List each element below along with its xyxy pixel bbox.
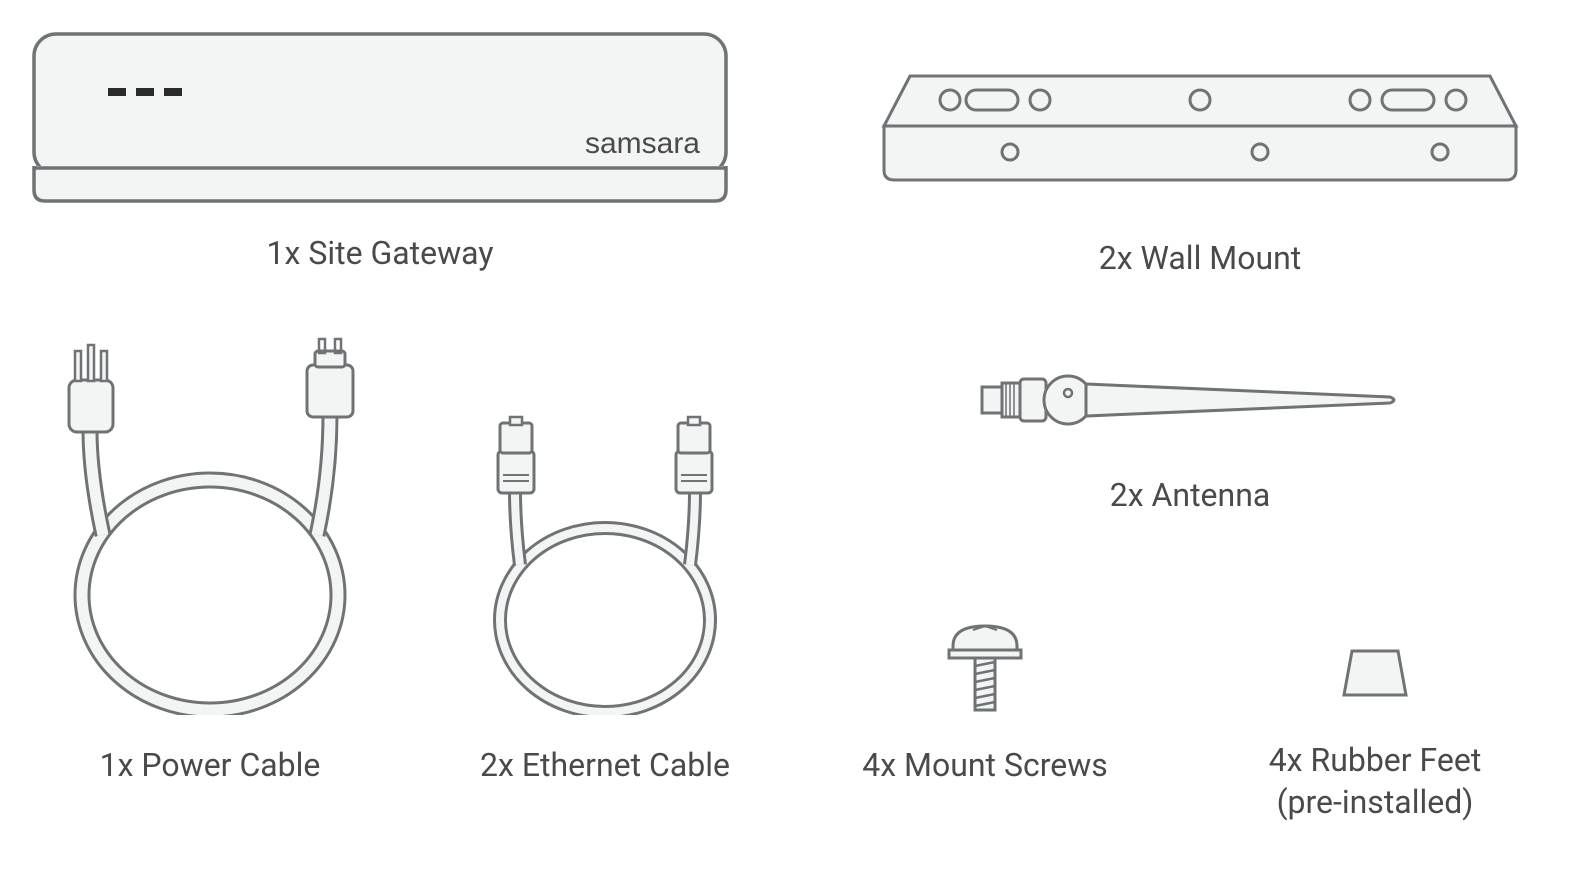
gateway-brand-text: samsara — [585, 127, 700, 160]
rubber-foot-icon — [1340, 645, 1410, 700]
item-power-cable: 1x Power Cable — [25, 335, 395, 787]
wall-mount-label: 2x Wall Mount — [1099, 238, 1302, 280]
rubber-feet-label: 4x Rubber Feet (pre-installed) — [1269, 740, 1482, 823]
item-ethernet-cable: 2x Ethernet Cable — [445, 415, 765, 787]
ethernet-cable-icon — [470, 415, 740, 715]
item-wall-mount: 2x Wall Mount — [860, 70, 1540, 280]
gateway-icon: samsara — [30, 30, 730, 205]
wall-mount-icon — [880, 70, 1520, 210]
screw-icon — [945, 620, 1025, 715]
screws-label: 4x Mount Screws — [862, 745, 1108, 787]
gateway-label: 1x Site Gateway — [267, 233, 494, 275]
ethernet-cable-label: 2x Ethernet Cable — [480, 745, 730, 787]
item-antenna: 2x Antenna — [950, 355, 1430, 517]
antenna-icon — [980, 355, 1400, 445]
item-site-gateway: samsara 1x Site Gateway — [20, 30, 740, 275]
power-cable-label: 1x Power Cable — [100, 745, 321, 787]
antenna-label: 2x Antenna — [1110, 475, 1271, 517]
item-rubber-feet: 4x Rubber Feet (pre-installed) — [1195, 645, 1555, 823]
power-cable-icon — [55, 335, 365, 715]
item-mount-screws: 4x Mount Screws — [825, 620, 1145, 787]
